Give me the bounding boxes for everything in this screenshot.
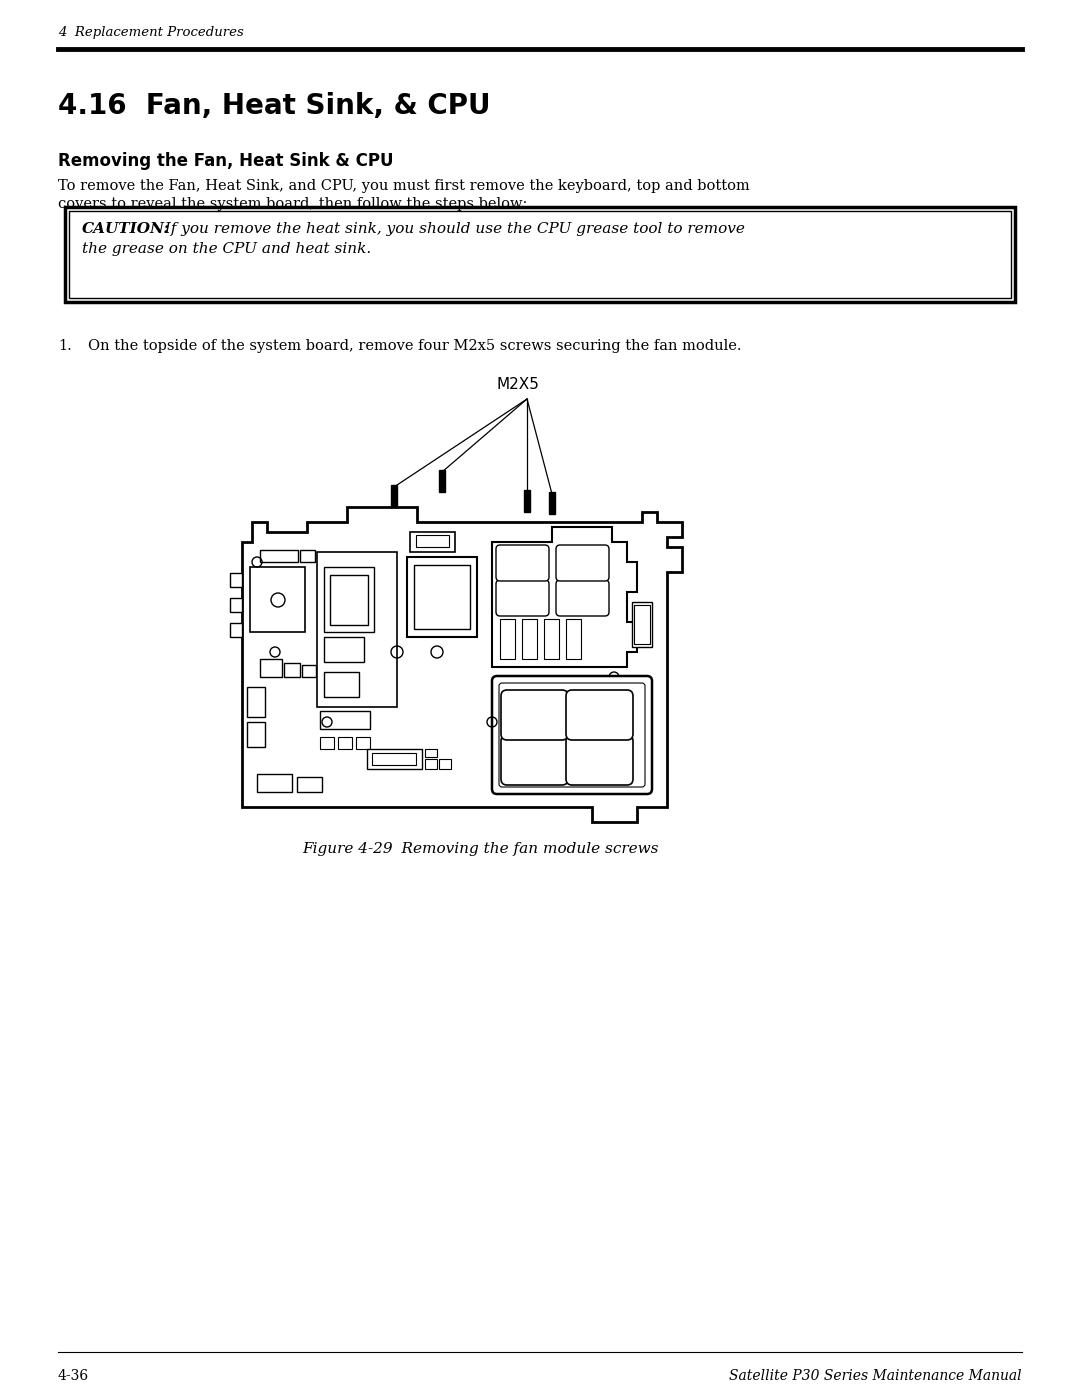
FancyBboxPatch shape (501, 690, 568, 740)
Text: covers to reveal the system board, then follow the steps below:: covers to reveal the system board, then … (58, 197, 527, 211)
Bar (524, 490, 530, 511)
Bar (414, 564, 470, 629)
Bar (634, 605, 650, 644)
Bar (632, 602, 652, 647)
FancyBboxPatch shape (496, 545, 549, 581)
Bar (438, 759, 451, 768)
Text: 4-36: 4-36 (58, 1369, 90, 1383)
FancyBboxPatch shape (496, 580, 549, 616)
Bar (320, 738, 334, 749)
Bar (324, 672, 359, 697)
FancyBboxPatch shape (499, 683, 645, 787)
FancyBboxPatch shape (566, 690, 633, 740)
Bar (324, 567, 374, 631)
Bar (320, 711, 370, 729)
Polygon shape (242, 507, 681, 821)
Text: To remove the Fan, Heat Sink, and CPU, you must first remove the keyboard, top a: To remove the Fan, Heat Sink, and CPU, y… (58, 179, 750, 193)
FancyBboxPatch shape (492, 676, 652, 793)
Text: If you remove the heat sink, you should use the CPU grease tool to remove: If you remove the heat sink, you should … (156, 222, 745, 236)
Bar (522, 619, 537, 659)
Bar (410, 532, 455, 552)
Bar (416, 535, 449, 548)
Text: Figure 4-29: Figure 4-29 (302, 842, 393, 856)
Text: CAUTION:: CAUTION: (82, 222, 171, 236)
Bar (372, 753, 416, 766)
Text: Satellite P30 Series Maintenance Manual: Satellite P30 Series Maintenance Manual (729, 1369, 1022, 1383)
Bar (356, 738, 370, 749)
Text: M2X5: M2X5 (497, 377, 540, 393)
Bar (391, 485, 397, 507)
FancyBboxPatch shape (501, 735, 568, 785)
Text: 1.: 1. (58, 339, 71, 353)
Text: On the topside of the system board, remove four M2x5 screws securing the fan mod: On the topside of the system board, remo… (87, 339, 742, 353)
Bar (230, 623, 242, 637)
Bar (247, 722, 265, 747)
FancyBboxPatch shape (566, 735, 633, 785)
Text: the grease on the CPU and heat sink.: the grease on the CPU and heat sink. (82, 242, 372, 256)
Bar (367, 749, 422, 768)
Bar (318, 552, 397, 707)
Bar (302, 665, 316, 678)
Polygon shape (492, 527, 637, 666)
Bar (338, 738, 352, 749)
Bar (324, 637, 364, 662)
Bar (65, 207, 1015, 302)
Text: 4.16  Fan, Heat Sink, & CPU: 4.16 Fan, Heat Sink, & CPU (58, 92, 490, 120)
Text: Removing the Fan, Heat Sink & CPU: Removing the Fan, Heat Sink & CPU (58, 152, 393, 170)
Bar (407, 557, 477, 637)
Bar (260, 550, 298, 562)
Text: Removing the fan module screws: Removing the fan module screws (382, 842, 659, 856)
FancyBboxPatch shape (556, 580, 609, 616)
Bar (230, 573, 242, 587)
Bar (438, 469, 445, 492)
FancyBboxPatch shape (556, 545, 609, 581)
Bar (69, 211, 1011, 298)
Bar (257, 774, 292, 792)
Bar (297, 777, 322, 792)
Bar (249, 567, 305, 631)
Text: 4  Replacement Procedures: 4 Replacement Procedures (58, 27, 244, 39)
Bar (284, 664, 300, 678)
Bar (426, 759, 437, 768)
Bar (544, 619, 559, 659)
Bar (300, 550, 315, 562)
Bar (260, 659, 282, 678)
Bar (566, 619, 581, 659)
Bar (500, 619, 515, 659)
Bar (426, 749, 437, 757)
Bar (247, 687, 265, 717)
Bar (549, 492, 555, 514)
Bar (230, 598, 242, 612)
Bar (330, 576, 368, 624)
